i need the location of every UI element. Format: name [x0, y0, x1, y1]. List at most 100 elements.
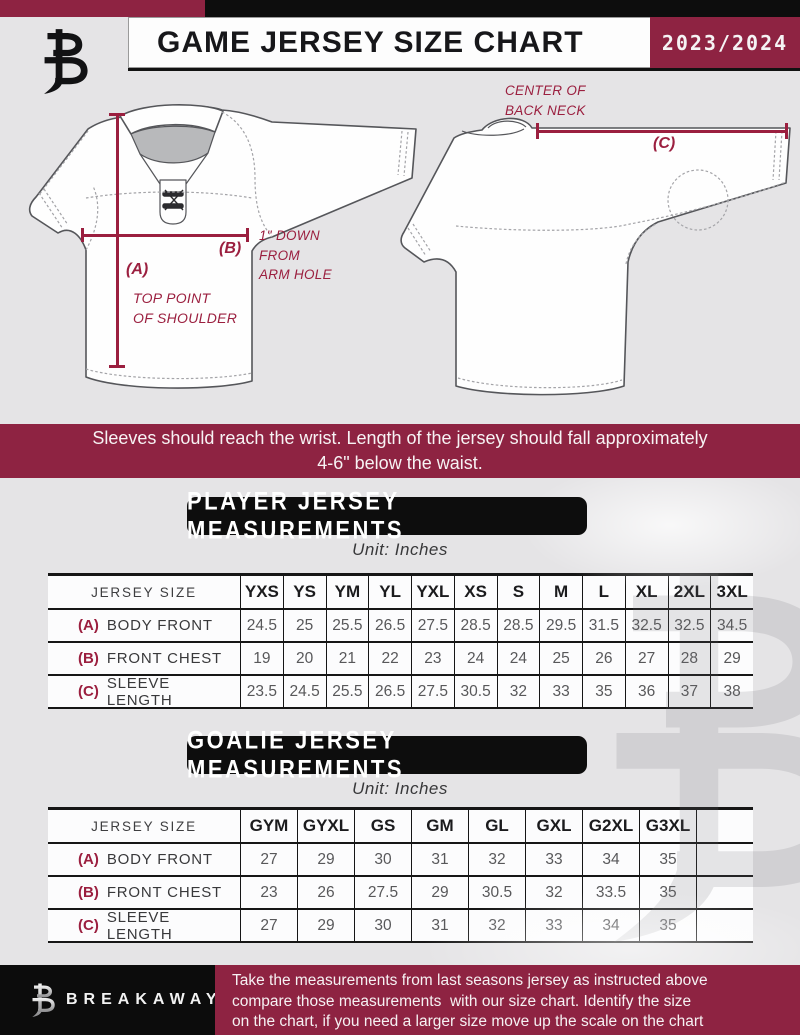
row-key: (A)	[78, 851, 99, 868]
size-header: M	[539, 576, 582, 608]
value-cell: 25.5	[325, 676, 369, 707]
value-cell: 27	[240, 844, 297, 875]
table-row-sleeve-length: (C) SLEEVE LENGTH 23.5 24.5 25.5 26.5 27…	[48, 674, 753, 709]
goalie-measurements-title: GOALIE JERSEY MEASUREMENTS	[187, 725, 405, 783]
value-cell: 30	[354, 910, 411, 941]
back-jersey-diagram	[398, 104, 792, 406]
label-b-note: 1" DOWN FROM ARM HOLE	[259, 228, 332, 283]
player-unit-label: Unit: Inches	[352, 540, 448, 559]
value-cell: 20	[282, 643, 326, 674]
table-row-front-chest: (B) FRONT CHEST 23 26 27.5 29 30.5 32 33…	[48, 875, 753, 908]
value-cell: 24.5	[240, 610, 283, 641]
label-c-note: CENTER OF BACK NECK	[505, 83, 586, 118]
fit-notice-banner: Sleeves should reach the wrist. Length o…	[0, 424, 800, 478]
row-name: FRONT CHEST	[106, 884, 223, 901]
player-measurements-banner: PLAYER JERSEY MEASUREMENTS	[187, 487, 587, 544]
measure-line-b	[82, 234, 248, 237]
size-header: L	[582, 576, 625, 608]
row-name: FRONT CHEST	[106, 650, 223, 667]
size-header: GM	[411, 810, 468, 842]
value-cell: 30.5	[468, 877, 525, 908]
size-header: 2XL	[667, 576, 711, 608]
size-header: YM	[325, 576, 369, 608]
row-label: (C) SLEEVE LENGTH	[48, 674, 240, 709]
value-cell: 22	[368, 643, 411, 674]
season-label: 2023/2024	[661, 30, 789, 55]
row-key: (C)	[78, 683, 99, 700]
top-strip-maroon	[0, 0, 205, 17]
value-cell: 23.5	[240, 676, 283, 707]
goalie-size-table: JERSEY SIZE GYM GYXL GS GM GL GXL G2XL G…	[48, 807, 753, 943]
value-cell: 31.5	[582, 610, 625, 641]
size-header: S	[496, 576, 540, 608]
value-cell: 33	[525, 910, 582, 941]
size-header: 3XL	[710, 576, 753, 608]
value-cell: 33.5	[582, 877, 639, 908]
value-cell: 29	[297, 844, 354, 875]
label-a-key: (A)	[126, 261, 149, 278]
size-header: XL	[624, 576, 668, 608]
value-cell: 27.5	[411, 610, 454, 641]
value-cell: 21	[325, 643, 369, 674]
value-cell: 23	[411, 643, 454, 674]
value-cell: 26.5	[368, 610, 411, 641]
value-cell: 32	[525, 877, 582, 908]
row-label: (C) SLEEVE LENGTH	[48, 908, 240, 943]
value-cell: 33	[525, 844, 582, 875]
title-box: GAME JERSEY SIZE CHART	[128, 17, 650, 68]
row-label: (B) FRONT CHEST	[48, 877, 240, 908]
measure-line-a	[116, 114, 119, 367]
value-cell: 33	[539, 676, 582, 707]
size-header: GS	[354, 810, 411, 842]
value-cell: 26.5	[368, 676, 411, 707]
value-cell: 37	[667, 676, 711, 707]
table-row-body-front: (A) BODY FRONT 24.5 25 25.5 26.5 27.5 28…	[48, 608, 753, 641]
size-header: G2XL	[582, 810, 639, 842]
value-cell: 25.5	[325, 610, 369, 641]
corner-cell: JERSEY SIZE	[48, 576, 240, 608]
row-name: SLEEVE LENGTH	[106, 908, 173, 943]
value-cell: 36	[624, 676, 668, 707]
row-key: (B)	[78, 650, 99, 667]
measure-line-a-bottom-cap	[109, 365, 125, 368]
value-cell: 29	[710, 643, 753, 674]
header-bar: GAME JERSEY SIZE CHART 2023/2024	[128, 17, 800, 71]
value-cell: 34	[582, 910, 639, 941]
size-header: XS	[453, 576, 497, 608]
value-cell: 34.5	[710, 610, 753, 641]
size-header: GYM	[240, 810, 297, 842]
row-name: SLEEVE LENGTH	[106, 674, 173, 709]
value-cell	[696, 910, 753, 941]
value-cell: 28	[667, 643, 711, 674]
size-header: YL	[368, 576, 411, 608]
player-measurements-title: PLAYER JERSEY MEASUREMENTS	[187, 486, 405, 544]
value-cell: 28.5	[453, 610, 497, 641]
front-jersey-diagram	[25, 98, 420, 408]
size-header: YXS	[240, 576, 283, 608]
value-cell	[696, 877, 753, 908]
value-cell: 31	[411, 844, 468, 875]
goalie-unit-label: Unit: Inches	[352, 779, 448, 798]
value-cell: 27	[624, 643, 668, 674]
measure-line-b-left-cap	[81, 228, 84, 242]
season-box: 2023/2024	[650, 17, 800, 68]
value-cell: 32.5	[624, 610, 668, 641]
footer-brand-name: BREAKAWAY	[66, 991, 223, 1008]
size-header: G3XL	[639, 810, 696, 842]
value-cell: 38	[710, 676, 753, 707]
value-cell: 35	[639, 910, 696, 941]
label-c-key: (C)	[653, 135, 676, 152]
size-header: GXL	[525, 810, 582, 842]
row-label: (A) BODY FRONT	[48, 844, 240, 875]
footer-note-line: compare those measurements with our size…	[232, 992, 692, 1010]
row-name: BODY FRONT	[106, 851, 213, 868]
measure-line-c-right-cap	[785, 123, 788, 139]
value-cell: 24	[453, 643, 497, 674]
value-cell: 35	[582, 676, 625, 707]
size-header: YS	[282, 576, 326, 608]
size-header: YXL	[411, 576, 454, 608]
value-cell: 27	[240, 910, 297, 941]
measure-line-b-right-cap	[246, 228, 249, 242]
page-title: GAME JERSEY SIZE CHART	[157, 25, 584, 59]
value-cell: 35	[639, 877, 696, 908]
